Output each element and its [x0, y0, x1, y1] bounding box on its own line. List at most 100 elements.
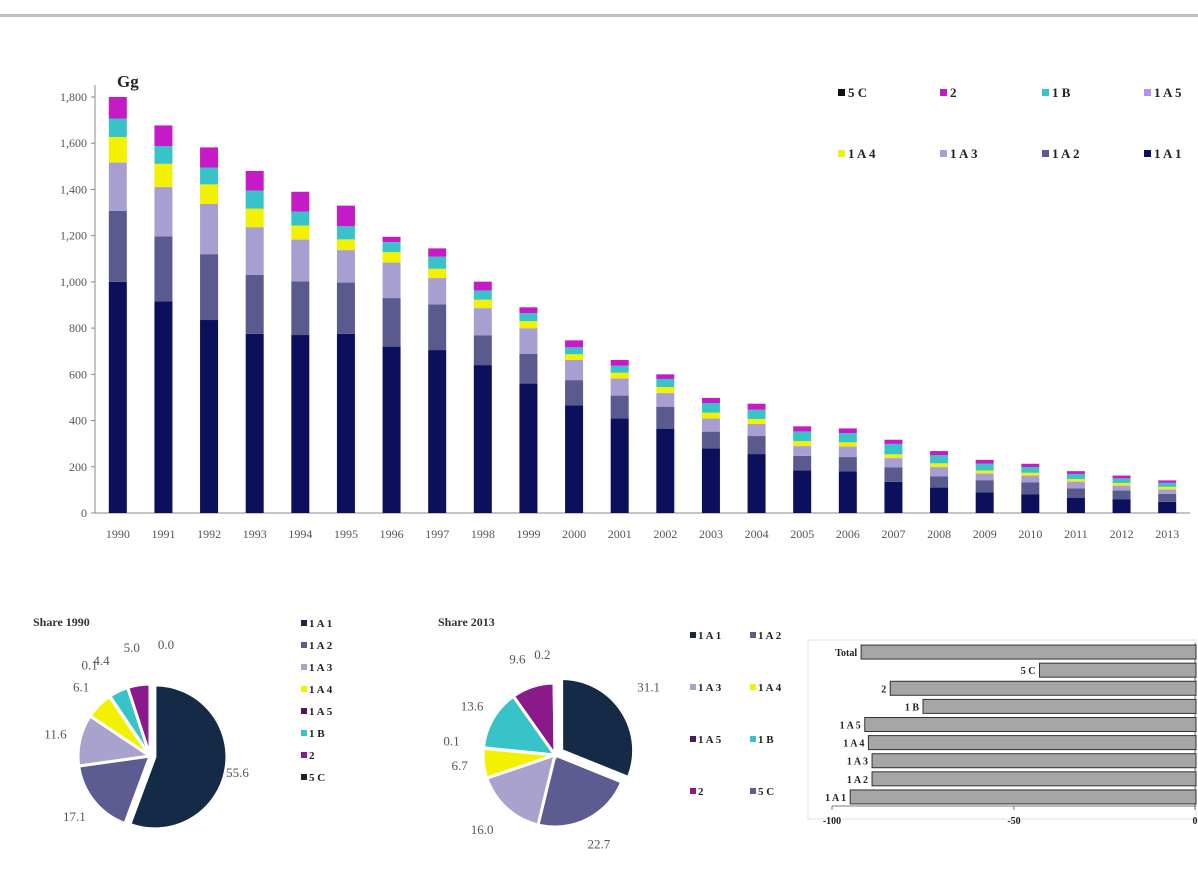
bar-1-b-1995	[336, 226, 355, 240]
bar-1-b-2004	[747, 409, 766, 419]
bar-1-a-4-2012	[1112, 482, 1131, 486]
legend-swatch-1-a-5	[1144, 89, 1151, 96]
x-tick-label: 1990	[106, 527, 130, 541]
bar-2-2003	[701, 397, 720, 403]
bar-2-1995	[336, 205, 355, 227]
stacked-bar-chart: Gg 0 200 400 600 800 1,000 1,200 1,400 1,600 1,800…	[60, 72, 1190, 541]
pie-legend-swatch-1-a-4	[750, 684, 756, 690]
bar-1-b-2005	[793, 431, 812, 442]
pie-legend-label-1-b: 1 B	[309, 728, 325, 740]
bar-1-a-2-2001	[610, 395, 629, 419]
pie-legend-swatch-1-a-1	[301, 620, 307, 626]
x-tick-label: 2012	[1110, 527, 1134, 541]
bar-2-1992	[200, 147, 219, 168]
bar-1-a-4-2002	[656, 387, 675, 393]
bar-1-a-4-1998	[473, 299, 492, 308]
x-tick-label: 1993	[243, 527, 267, 541]
bar-1-a-2-1995	[336, 282, 355, 334]
change-bar-total	[860, 644, 1197, 660]
pie-slice-2	[125, 682, 152, 757]
x-tick-label: 1999	[516, 527, 540, 541]
legend-label-2: 2	[950, 85, 957, 100]
pie-value-label: 6.1	[73, 680, 89, 695]
bar-1-b-1996	[382, 242, 401, 253]
bar-1-a-1-2007	[884, 481, 903, 513]
bar-1-a-1-1993	[245, 333, 264, 513]
bar-1-a-4-1996	[382, 252, 401, 263]
bar-1-a-3-2009	[975, 473, 994, 481]
bar-1-a-3-2007	[884, 458, 903, 468]
bar-1-a-1-2000	[565, 405, 584, 513]
bar-2-1996	[382, 236, 401, 243]
y-tick-label: 1,400	[60, 182, 87, 196]
pie-value-label: 11.6	[44, 726, 67, 741]
pie-legend-label-1-a-3: 1 A 3	[698, 682, 722, 694]
bar-1-b-2011	[1066, 473, 1085, 480]
bar-1-a-3-2012	[1112, 485, 1131, 491]
bar-2-1991	[154, 125, 173, 146]
bar-1-a-3-1995	[336, 250, 355, 283]
legend-label-1-a-4: 1 A 4	[848, 146, 876, 161]
bar-1-b-1997	[428, 256, 447, 269]
bar-1-a-1-2009	[975, 492, 994, 513]
change-bar-label: 1 B	[905, 702, 920, 713]
bar-1-b-1990	[108, 118, 127, 137]
legend-label-1-a-5: 1 A 5	[1154, 85, 1182, 100]
x-tick-label: -50	[1007, 816, 1020, 827]
bar-1-a-2-1994	[291, 281, 310, 336]
bar-1-a-4-2008	[930, 463, 949, 467]
pie-value-label: 0.1	[82, 658, 98, 673]
bar-1-a-3-1990	[108, 162, 127, 211]
change-bar-label: Total	[835, 648, 857, 659]
legend-label-1-b: 1 B	[1052, 85, 1071, 100]
bar-1-a-4-1995	[336, 239, 355, 250]
bar-1-a-3-1998	[473, 308, 492, 336]
bar-1-a-4-2003	[701, 412, 720, 419]
bar-1-a-2-2012	[1112, 490, 1131, 500]
pie-value-label: 5.0	[124, 640, 140, 655]
bar-1-a-4-1991	[154, 163, 173, 187]
pie-slice-1-a-2	[77, 754, 153, 826]
change-bar-chart: -100 -50 0 Total 5 C 2 1 B 1 A 5 1 A 4 1 A 3 1 A 2…	[807, 639, 1198, 827]
y-tick-label: 1,000	[60, 275, 87, 289]
bar-1-a-4-2004	[747, 418, 766, 425]
bar-1-b-2010	[1021, 467, 1040, 473]
main-legend: 5 C 2 1 B 1 A 5 1 A 4 1 A 3 1 A 2 1 A 1	[838, 85, 1182, 161]
bar-1-a-3-2008	[930, 467, 949, 477]
bar-1-a-2-1997	[428, 304, 447, 351]
bar-2-1990	[108, 97, 127, 119]
bar-1-a-4-2006	[838, 442, 857, 447]
bar-1-b-2002	[656, 378, 675, 388]
bar-1-a-1-1996	[382, 346, 401, 513]
change-bar-2	[889, 680, 1197, 696]
bar-1-a-1-2011	[1066, 497, 1085, 513]
bar-1-b-1991	[154, 145, 173, 164]
pie-slice-5-c	[552, 681, 557, 756]
x-tick-label: 2003	[699, 527, 723, 541]
pie-value-label: 0.2	[534, 647, 550, 662]
x-tick-label: 2009	[973, 527, 997, 541]
x-tick-label: 1995	[334, 527, 358, 541]
bar-1-b-2001	[610, 365, 629, 373]
pie-legend-label-2: 2	[309, 750, 315, 762]
y-tick-label: 1,600	[60, 136, 87, 150]
bar-2-2011	[1066, 471, 1085, 474]
pie-value-label: 0.0	[158, 637, 174, 652]
x-tick-label: 2004	[745, 527, 769, 541]
bar-1-b-2007	[884, 443, 903, 455]
top-divider	[0, 14, 1198, 17]
bar-2-1994	[291, 191, 310, 212]
pie-legend-swatch-1-a-5	[301, 708, 307, 714]
pie-legend-swatch-1-a-3	[690, 684, 696, 690]
legend-swatch-1-a-3	[940, 150, 947, 157]
x-tick-label: 2001	[608, 527, 632, 541]
pie-value-label: 13.6	[461, 699, 484, 714]
y-tick-label: 0	[81, 506, 87, 520]
x-tick-label: 2006	[836, 527, 860, 541]
x-tick-label: 0	[1193, 816, 1198, 827]
bar-1-a-1-2006	[838, 471, 857, 513]
bar-1-a-2-2007	[884, 467, 903, 482]
bar-1-a-1-1999	[519, 383, 538, 513]
bar-1-a-4-2011	[1066, 479, 1085, 482]
bar-1-a-4-1994	[291, 225, 310, 240]
